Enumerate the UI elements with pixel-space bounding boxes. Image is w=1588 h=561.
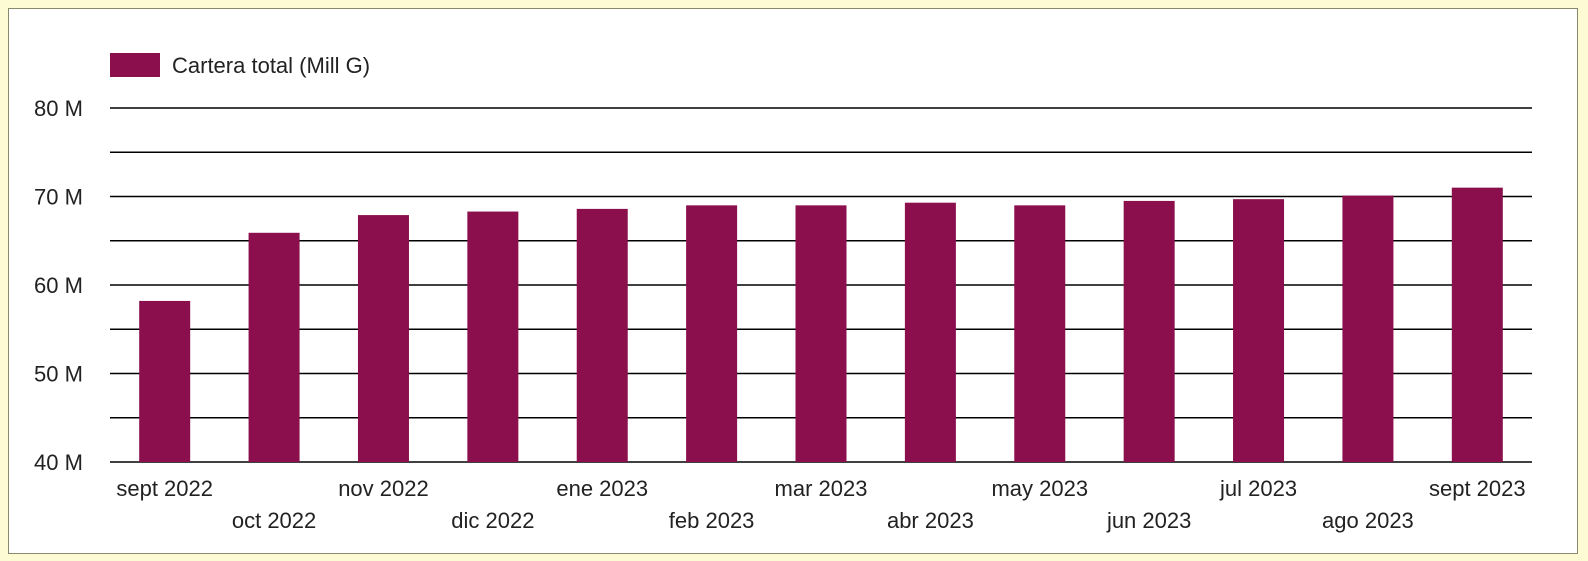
y-tick-label: 60 M — [34, 273, 83, 298]
x-tick-label: sept 2023 — [1429, 476, 1526, 501]
x-tick-label: feb 2023 — [669, 508, 755, 533]
legend-label: Cartera total (Mill G) — [172, 53, 370, 78]
legend: Cartera total (Mill G) — [110, 53, 370, 78]
legend-swatch — [110, 53, 160, 77]
x-tick-label: dic 2022 — [451, 508, 534, 533]
y-tick-label: 40 M — [34, 450, 83, 475]
bar[interactable] — [1014, 205, 1066, 462]
bar[interactable] — [576, 208, 628, 462]
bar[interactable] — [248, 232, 300, 462]
bar[interactable] — [467, 211, 519, 462]
x-tick-label: ene 2023 — [556, 476, 648, 501]
bar[interactable] — [904, 202, 956, 462]
x-tick-label: ago 2023 — [1322, 508, 1414, 533]
x-tick-label: sept 2022 — [116, 476, 213, 501]
bar[interactable] — [1233, 199, 1285, 462]
x-tick-label: may 2023 — [991, 476, 1088, 501]
x-tick-label: oct 2022 — [232, 508, 316, 533]
x-tick-label: nov 2022 — [338, 476, 429, 501]
x-axis-ticks: sept 2022 oct 2022 nov 2022 dic 2022 ene 202… — [116, 476, 1525, 533]
bar[interactable] — [1123, 200, 1175, 463]
y-tick-label: 70 M — [34, 185, 83, 210]
x-tick-label: jul 2023 — [1219, 476, 1297, 501]
bar[interactable] — [686, 205, 738, 462]
x-tick-label: jun 2023 — [1106, 508, 1191, 533]
bars — [139, 187, 1503, 463]
x-tick-label: mar 2023 — [775, 476, 868, 501]
bar[interactable] — [139, 300, 191, 462]
y-axis-ticks: 40 M 50 M 60 M 70 M 80 M — [34, 96, 83, 475]
y-tick-label: 80 M — [34, 96, 83, 121]
x-tick-label: abr 2023 — [887, 508, 974, 533]
bar[interactable] — [1451, 187, 1503, 462]
bar[interactable] — [357, 215, 409, 462]
bar[interactable] — [795, 205, 847, 462]
y-tick-label: 50 M — [34, 362, 83, 387]
bar[interactable] — [1342, 195, 1394, 463]
